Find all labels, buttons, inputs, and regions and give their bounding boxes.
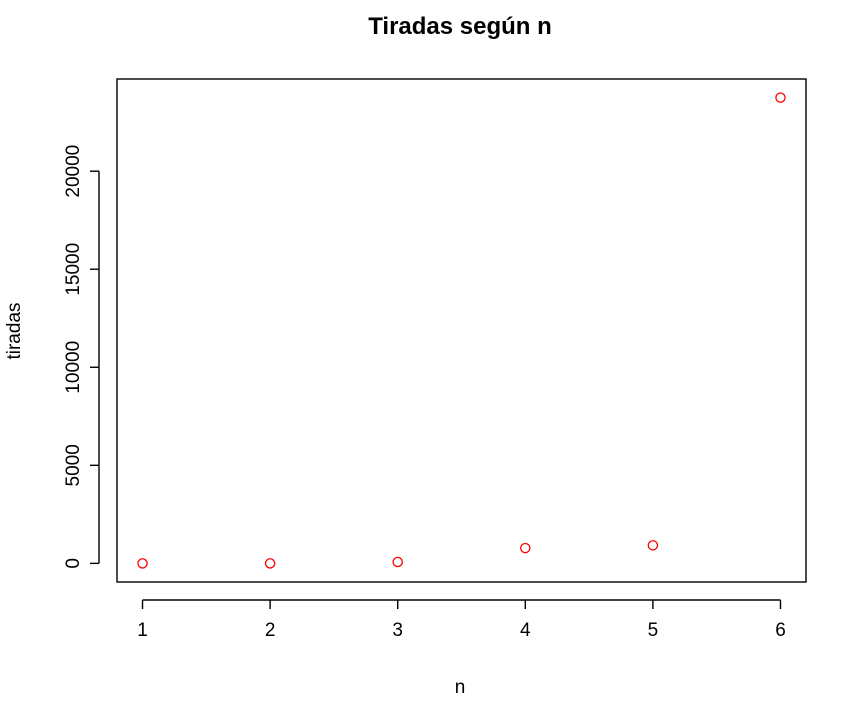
y-axis-label: tiradas [4, 302, 25, 359]
x-tick-label: 5 [648, 620, 659, 641]
x-axis: 1 2 3 4 5 6 [137, 599, 786, 641]
x-axis-label: n [455, 677, 466, 698]
x-tick-label: 2 [265, 620, 276, 641]
data-point [775, 92, 786, 103]
y-tick-label: 5000 [63, 444, 84, 486]
data-point [520, 542, 531, 554]
y-tick-label: 20000 [63, 145, 84, 198]
x-tick-label: 4 [520, 620, 531, 641]
data-point [392, 556, 403, 568]
plot-area-border [116, 78, 807, 583]
x-tick-label: 3 [392, 620, 403, 641]
y-axis: 0 5000 10000 15000 20000 [63, 145, 100, 569]
data-point [264, 558, 276, 569]
data-points [137, 92, 786, 569]
data-point [137, 558, 148, 569]
y-tick-label: 0 [63, 558, 84, 569]
chart-title: Tiradas según n [368, 13, 552, 40]
x-tick-label: 1 [137, 620, 148, 641]
x-tick-label: 6 [775, 620, 786, 641]
data-point [647, 540, 659, 551]
y-tick-label: 10000 [63, 341, 84, 394]
y-tick-label: 15000 [63, 243, 84, 296]
